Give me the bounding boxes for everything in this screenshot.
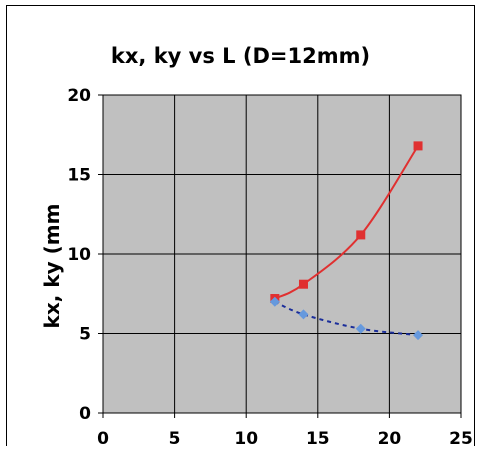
y-tick-label: 15 [67, 166, 91, 186]
series-2-point [269, 296, 280, 307]
x-tick-label: 20 [378, 429, 402, 449]
series-2-line [274, 300, 419, 337]
series-2-point [413, 330, 424, 341]
series-1-point [413, 141, 423, 151]
y-tick-label: 0 [79, 404, 91, 424]
x-tick-label: 5 [169, 429, 181, 449]
x-tick-label: 10 [234, 429, 258, 449]
y-tick-label: 20 [67, 86, 91, 106]
series-2-point [298, 309, 309, 320]
y-tick-label: 5 [79, 325, 91, 345]
x-tick-label: 25 [449, 429, 473, 449]
chart-title: kx, ky vs L (D=12mm) [110, 44, 371, 68]
series-1-line [274, 145, 419, 300]
series-1-point [356, 230, 366, 240]
x-tick-label: 15 [306, 429, 330, 449]
y-tick-label: 10 [67, 245, 91, 265]
x-tick-label: 0 [97, 429, 109, 449]
series-2-point [355, 323, 366, 334]
series-1-point [298, 279, 308, 289]
